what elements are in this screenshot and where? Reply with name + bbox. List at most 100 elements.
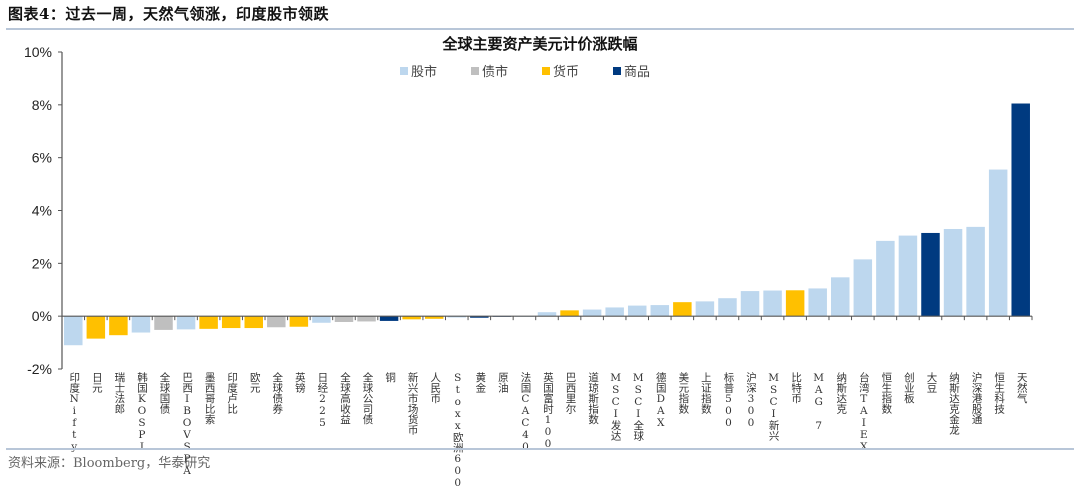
x-tick-label: 台湾TAIEX [857, 372, 870, 453]
bar [402, 316, 421, 320]
x-tick-label: 道琼斯指数 [587, 372, 600, 425]
x-axis-labels: 印度Nifty 日元 瑞士法郎 韩国KOSPI 全球国债 巴西IBOVSPA 墨西哥比索 印度… [0, 372, 1080, 489]
x-tick-label: 印度卢比 [226, 372, 239, 414]
x-tick-label: 人民币 [429, 372, 442, 404]
source-note: 资料来源：Bloomberg，华泰研究 [8, 456, 211, 471]
bar [289, 316, 309, 327]
bar [605, 307, 624, 317]
legend-swatch-currency-icon [542, 66, 551, 75]
bar [831, 277, 850, 317]
bar [740, 291, 760, 317]
x-tick-label: 英国富时100 [542, 372, 554, 450]
legend-swatch-bonds-icon [471, 66, 480, 75]
bar [853, 259, 873, 317]
legend-item-currency: 货币 [542, 61, 579, 80]
bar [808, 288, 827, 317]
bar [357, 316, 376, 322]
bar [199, 316, 218, 329]
x-tick-label: 标普500 [722, 372, 735, 429]
bar [131, 316, 151, 333]
x-tick-label: 日经225 [316, 372, 329, 429]
bar [943, 228, 963, 317]
bar [582, 309, 602, 317]
x-tick-label: 墨西哥比索 [203, 372, 216, 425]
x-tick-label: 印度Nifty [68, 372, 81, 453]
legend-item-commodities: 商品 [613, 61, 650, 80]
bar [1011, 103, 1030, 317]
bar [627, 305, 647, 317]
x-axis [61, 315, 1033, 321]
x-tick-label: 美元指数 [677, 372, 690, 414]
x-tick-label: 纳斯达克金龙 [948, 372, 961, 435]
bar [921, 232, 940, 317]
x-tick-label: 上证指数 [699, 372, 712, 414]
x-tick-label: MSCI新兴 [767, 372, 780, 441]
bar [379, 316, 399, 321]
bar [650, 305, 670, 317]
x-tick-label: 全球债券 [271, 372, 284, 414]
bar [537, 312, 557, 317]
x-tick-label: Stoxx欧洲600 [451, 372, 464, 489]
y-tick-label: 4% [32, 203, 52, 219]
y-tick-label: 8% [32, 97, 52, 113]
y-tick-label: 0% [32, 308, 52, 324]
x-tick-label: 日元 [90, 372, 103, 393]
bar [312, 316, 331, 323]
bar [424, 316, 444, 319]
bar [334, 316, 354, 322]
x-tick-label: 纳斯达克 [835, 372, 848, 414]
bar [86, 316, 106, 339]
bar [763, 290, 782, 317]
x-tick-label: MSCI发达 [609, 372, 622, 441]
x-tick-label: 巴西IBOVSPA [181, 372, 194, 477]
bars [64, 103, 1030, 346]
x-tick-label: 欧元 [248, 372, 261, 393]
bar [64, 316, 83, 346]
x-tick-label: 黄金 [474, 372, 487, 393]
x-tick-label: 新兴市场货币 [406, 372, 419, 435]
bar [244, 316, 263, 329]
y-tick-label: -2% [27, 361, 52, 377]
x-tick-label: 铜 [384, 372, 397, 383]
bar [695, 301, 715, 317]
y-tick-label: 6% [32, 150, 52, 166]
x-tick-label: 恒生指数 [880, 372, 893, 414]
legend-label: 货币 [553, 65, 580, 80]
top-rule [6, 28, 1074, 30]
x-tick-label: 全球公司债 [361, 372, 374, 425]
bar [176, 316, 196, 330]
y-tick-label: 2% [32, 255, 52, 271]
bar [898, 235, 918, 317]
x-tick-label: 韩国KOSPI [135, 372, 148, 453]
x-tick-label: 法国CAC40 [519, 372, 532, 453]
legend: 股市 债市 货币 商品 [400, 61, 650, 80]
x-tick-label: 大豆 [925, 372, 938, 393]
bar [447, 316, 467, 318]
x-tick-label: 恒生科技 [993, 372, 1006, 414]
x-tick-label: 瑞士法郎 [113, 372, 126, 414]
bar [221, 316, 241, 329]
y-axis: -2% 0% 2% 4% 6% 8% 10% [24, 44, 63, 377]
x-tick-label: 全球高收益 [338, 372, 351, 425]
x-tick-label: 沪深港股通 [970, 372, 983, 425]
bottom-rule [6, 448, 1074, 450]
chart-title: 全球主要资产美元计价涨跌幅 [442, 35, 638, 53]
x-tick-label: 创业板 [902, 372, 915, 404]
y-tick-label: 10% [24, 44, 52, 60]
bar-chart-plot: -2% 0% 2% 4% 6% 8% 10% [24, 44, 1033, 377]
x-tick-label: MSCI全球 [632, 372, 645, 441]
x-tick-label: MAG 7 [812, 372, 825, 432]
x-tick-label: 沪深300 [745, 372, 758, 429]
legend-item-stocks: 股市 [400, 61, 437, 80]
bar [470, 316, 489, 318]
bar [267, 316, 286, 328]
figure-title: 图表4：过去一周，天然气领涨，印度股市领跌 [8, 5, 329, 23]
bar [966, 226, 985, 317]
x-tick-label: 英镑 [293, 372, 306, 393]
bar [876, 240, 895, 317]
bar [673, 302, 692, 317]
x-tick-label: 德国DAX [654, 372, 667, 429]
legend-label: 股市 [411, 65, 438, 80]
bar [988, 169, 1008, 317]
x-tick-label: 比特币 [790, 372, 803, 404]
